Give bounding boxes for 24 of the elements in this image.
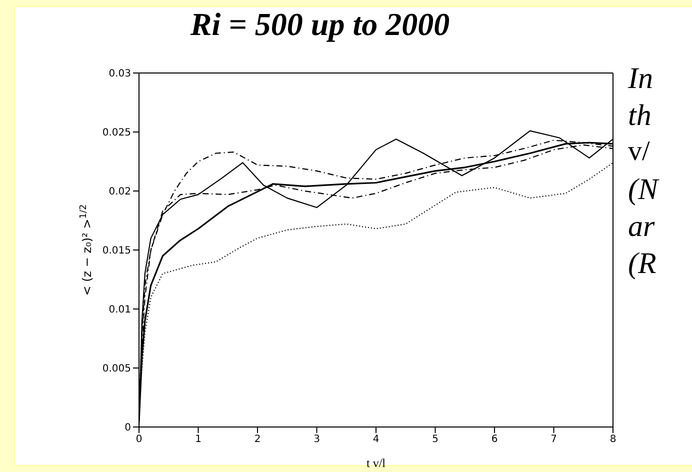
x-tick-label: 8	[610, 434, 616, 446]
text: th	[628, 99, 652, 133]
y-tick-label: 0	[124, 422, 131, 434]
chart-title: Ri = 500 up to 2000	[189, 6, 451, 43]
x-tick-label: 3	[314, 434, 320, 446]
text: In	[628, 62, 653, 96]
text: ar	[628, 210, 655, 244]
y-tick-label: 0.015	[102, 246, 131, 257]
x-tick-label: 5	[432, 434, 438, 446]
x-tick-label: 0	[136, 434, 142, 446]
text: v/	[628, 136, 650, 168]
y-tick-label: 0.01	[108, 304, 131, 316]
text: (N	[628, 173, 658, 207]
y-tick-label: 0.025	[102, 128, 131, 139]
x-tick-label: 2	[254, 434, 261, 446]
x-axis-title: t v/l	[366, 456, 386, 470]
x-tick-label: 4	[372, 434, 380, 446]
text: (R	[628, 247, 656, 281]
x-tick-label: 7	[550, 434, 557, 446]
y-tick-label: 0.03	[108, 68, 131, 80]
y-tick-label: 0.005	[102, 364, 131, 375]
y-tick-label: 0.02	[108, 186, 131, 198]
x-tick-label: 1	[195, 434, 202, 446]
x-tick-label: 6	[491, 434, 498, 446]
